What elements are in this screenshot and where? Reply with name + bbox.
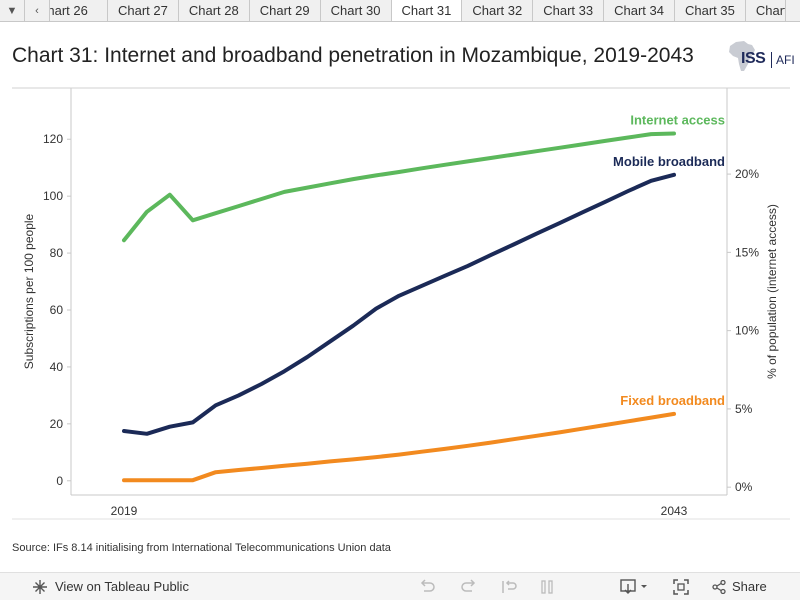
tab-chart-36[interactable]: Chart 36 bbox=[745, 0, 786, 21]
fixed-broadband-line bbox=[122, 411, 676, 483]
tab-chart-26[interactable]: Chart 26 bbox=[50, 0, 108, 21]
internet-access-label: Internet access bbox=[630, 113, 725, 128]
pause-icon[interactable] bbox=[538, 578, 556, 596]
chart-area: 0 20 40 60 80 100 120 0% 5% 10% 15% 20% 2019 2043 Subs… bbox=[0, 80, 800, 540]
y-tick-label: 20 bbox=[50, 417, 64, 431]
y2-tick-label: 5% bbox=[735, 402, 753, 416]
tab-chart-29[interactable]: Chart 29 bbox=[249, 0, 321, 21]
tab-chart-34[interactable]: Chart 34 bbox=[604, 0, 675, 21]
source-note: Source: IFs 8.14 initialising from Inter… bbox=[12, 542, 391, 554]
tab-chart-33[interactable]: Chart 33 bbox=[533, 0, 605, 21]
tab-chart-32[interactable]: Chart 32 bbox=[462, 0, 534, 21]
logo-subtext: AFI bbox=[776, 53, 795, 67]
tab-chart-31[interactable]: Chart 31 bbox=[391, 0, 463, 21]
download-icon[interactable] bbox=[620, 578, 650, 596]
tab-scroll-left-button[interactable]: ‹ bbox=[25, 0, 50, 21]
logo-divider bbox=[771, 52, 772, 68]
revert-icon[interactable] bbox=[500, 578, 518, 596]
bottom-toolbar: View on Tableau Public Share bbox=[0, 572, 800, 600]
fixed-broadband-label: Fixed broadband bbox=[620, 393, 725, 408]
share-button[interactable]: Share bbox=[712, 579, 767, 594]
tab-chart-30[interactable]: Chart 30 bbox=[320, 0, 392, 21]
tab-menu-button[interactable]: ▼ bbox=[0, 0, 25, 21]
undo-icon[interactable] bbox=[418, 578, 436, 596]
x-tick-label: 2019 bbox=[111, 504, 138, 518]
y2-tick-label: 10% bbox=[735, 324, 759, 338]
logo-text: ISS bbox=[741, 50, 766, 67]
y-tick-label: 100 bbox=[43, 189, 63, 203]
chart-axes: 0 20 40 60 80 100 120 0% 5% 10% 15% 20% 2019 2043 Subs… bbox=[22, 132, 779, 518]
y-tick-label: 120 bbox=[43, 132, 63, 146]
y2-tick-label: 20% bbox=[735, 167, 759, 181]
tab-strip: ▼ ‹ Chart 26 Chart 27 Chart 28 Chart 29 … bbox=[0, 0, 800, 22]
mobile-broadband-line bbox=[122, 172, 676, 436]
page-title: Chart 31: Internet and broadband penetra… bbox=[12, 44, 694, 67]
chart-frame bbox=[12, 87, 790, 520]
mobile-broadband-label: Mobile broadband bbox=[613, 154, 725, 169]
internet-access-line bbox=[122, 131, 676, 243]
y-tick-label: 60 bbox=[50, 303, 64, 317]
y2-tick-label: 0% bbox=[735, 480, 753, 494]
y2-axis-title: % of population (internet access) bbox=[765, 204, 779, 379]
redo-icon[interactable] bbox=[460, 578, 478, 596]
africa-map-icon bbox=[729, 41, 755, 71]
series-labels: Internet access Mobile broadband Fixed bro… bbox=[613, 113, 725, 408]
line-chart: 0 20 40 60 80 100 120 0% 5% 10% 15% 20% 2019 2043 Subs… bbox=[12, 87, 790, 520]
caret-down-icon: ▼ bbox=[6, 4, 18, 17]
chart-series bbox=[122, 131, 676, 483]
y-axis-title: Subscriptions per 100 people bbox=[22, 213, 36, 369]
y2-tick-label: 15% bbox=[735, 245, 759, 259]
tab-chart-27[interactable]: Chart 27 bbox=[108, 0, 179, 21]
share-icon bbox=[712, 579, 726, 594]
tab-chart-28[interactable]: Chart 28 bbox=[178, 0, 250, 21]
tab-chart-35[interactable]: Chart 35 bbox=[675, 0, 746, 21]
fullscreen-icon[interactable] bbox=[672, 578, 690, 596]
chevron-left-icon: ‹ bbox=[35, 4, 39, 17]
y-tick-label: 0 bbox=[56, 474, 63, 488]
y-tick-label: 40 bbox=[50, 360, 64, 374]
iss-logo: ISS AFI bbox=[727, 40, 795, 76]
y-tick-label: 80 bbox=[50, 246, 64, 260]
tableau-icon bbox=[33, 579, 47, 594]
x-tick-label: 2043 bbox=[661, 504, 688, 518]
view-on-tableau-link[interactable]: View on Tableau Public bbox=[33, 579, 189, 594]
